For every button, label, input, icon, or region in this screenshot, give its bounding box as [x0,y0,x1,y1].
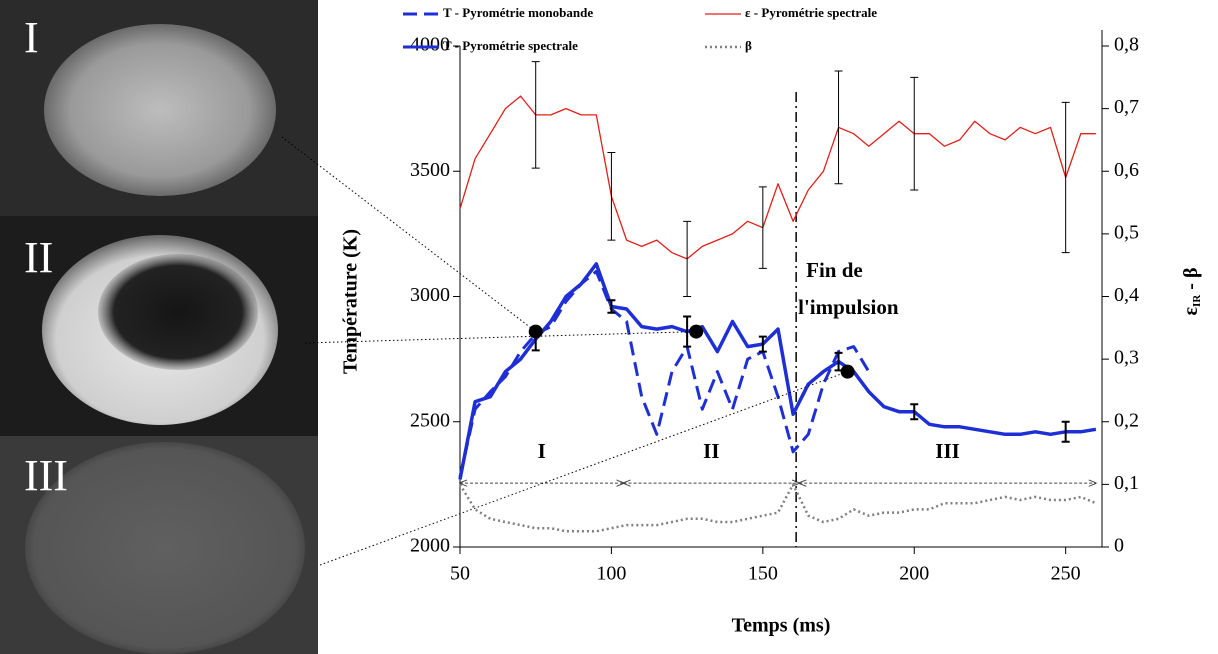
error-bar [531,61,540,169]
image-label: I [24,13,39,62]
y-tick-label: 4000 [410,34,450,56]
y-axis-title: Température (K) [340,229,362,374]
legend-label: ε - Pyrométrie spectrale [745,5,877,20]
phase-label: III [935,439,960,463]
y-tick-label: 3500 [410,159,450,181]
image-label: III [24,451,68,500]
error-bar [1061,420,1070,443]
x-tick-label: 100 [596,563,626,585]
error-bar [910,403,919,421]
image-panels [0,0,318,654]
y2-tick-label: 0,4 [1114,284,1139,306]
y2-tick-label: 0,1 [1114,472,1139,494]
y2-tick-label: 0,7 [1114,96,1139,118]
phase-label: II [703,439,719,463]
image-label: II [24,233,53,282]
error-bar [834,70,843,185]
series-line [458,269,871,478]
annotation: l'impulsion [798,295,899,319]
y2-tick-label: 0,8 [1114,34,1139,56]
series-line [458,262,1097,480]
error-bar [607,299,616,314]
x-tick-label: 200 [899,563,929,585]
legend-label: T - Pyrométrie spectrale [443,38,578,53]
y2-tick-label: 0,5 [1114,221,1139,243]
y-tick-label: 3000 [410,284,450,306]
phase-label: I [538,439,546,463]
x-tick-label: 150 [748,563,778,585]
y-tick-label: 2500 [410,409,450,431]
error-bar [683,315,692,348]
x-axis-title: Temps (ms) [732,615,831,637]
image-connector [319,371,848,566]
image-marker [689,324,704,339]
image-marker [528,324,543,339]
y2-tick-label: 0,2 [1114,409,1139,431]
image-marker [840,364,855,379]
error-bar [683,220,692,297]
error-bar [1061,101,1070,254]
y2-tick-label: 0 [1114,535,1124,557]
error-bar [910,76,919,191]
y2-axis-title-part: IR [1191,294,1203,307]
particle-image [44,24,276,196]
series-line [458,483,1097,533]
y2-axis-title-part: - β [1180,268,1202,295]
x-tick-label: 50 [450,563,470,585]
legend-label: T - Pyrométrie monobande [443,5,593,20]
y-tick-label: 2000 [410,535,450,557]
x-tick-label: 250 [1051,563,1081,585]
annotation: Fin de [806,258,863,282]
image-connector [304,331,697,344]
y2-tick-label: 0,6 [1114,159,1139,181]
error-bar [607,151,616,241]
y2-tick-label: 0,3 [1114,347,1139,369]
image-connector [281,136,537,332]
legend-label: β [745,38,752,53]
error-bar [758,335,767,353]
y2-axis-title-part: ε [1180,306,1202,315]
particle-image [25,442,305,654]
particle-image-dark [98,254,258,370]
series-line [459,95,1096,260]
error-bar [758,186,767,269]
y2-axis-title: εIR - β [1180,268,1203,316]
